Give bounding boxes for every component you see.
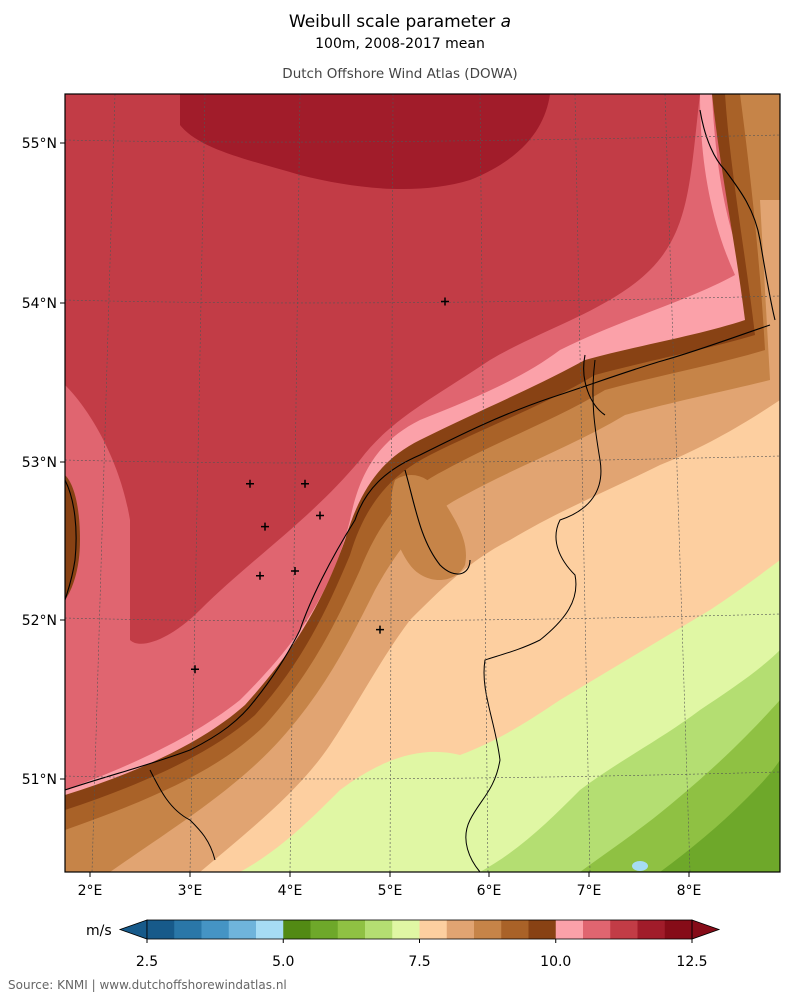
lat-label: 54°N xyxy=(22,296,57,312)
colorbar-segment xyxy=(337,920,366,939)
station-marker xyxy=(316,511,324,520)
colorbar-extend-low xyxy=(118,919,148,940)
colorbar-segment xyxy=(310,920,339,939)
colorbar-segment xyxy=(446,920,475,939)
station-marker xyxy=(256,571,264,580)
colorbar-segment xyxy=(365,920,393,939)
lon-label: 7°E xyxy=(577,883,602,899)
colorbar-segment xyxy=(501,920,529,939)
lon-label: 8°E xyxy=(677,883,702,899)
source-note: Source: KNMI | www.dutchoffshorewindatla… xyxy=(8,978,287,992)
lon-label: 6°E xyxy=(477,883,502,899)
map-title: Weibull scale parameter a xyxy=(288,12,512,32)
colorbar-segment xyxy=(610,920,638,939)
station-marker xyxy=(301,479,309,488)
station-marker xyxy=(261,522,269,531)
coastline xyxy=(65,109,776,791)
colorbar-segment xyxy=(174,920,202,939)
map-frame xyxy=(64,93,781,873)
station-marker xyxy=(376,625,384,634)
longitude-labels: 2°E 3°E 4°E 5°E 6°E 7°E 8°E xyxy=(78,872,702,899)
station-markers xyxy=(191,297,449,674)
station-marker xyxy=(291,566,299,575)
colorbar-segment xyxy=(583,920,611,939)
lat-label: 53°N xyxy=(22,455,57,471)
lat-label: 52°N xyxy=(22,613,57,629)
lat-label: 51°N xyxy=(22,772,57,788)
colorbar-segment xyxy=(419,920,448,939)
station-marker xyxy=(191,665,199,674)
latitude-labels: 55°N 54°N 53°N 52°N 51°N xyxy=(22,136,65,788)
station-marker xyxy=(246,479,254,488)
colorbar-tick-label: 7.5 xyxy=(408,954,430,970)
lon-label: 4°E xyxy=(278,883,303,899)
colorbar-segment xyxy=(201,920,230,939)
colorbar-segment xyxy=(555,920,584,939)
colorbar-tick-label: 12.5 xyxy=(676,954,707,970)
country-border xyxy=(149,359,602,872)
colorbar-segment xyxy=(637,920,666,939)
colorbar-segment xyxy=(474,920,502,939)
colorbar-segment xyxy=(392,920,420,939)
colorbar-segment xyxy=(283,920,311,939)
colorbar-segment xyxy=(147,920,175,939)
colorbar-tick-label: 2.5 xyxy=(136,954,158,970)
colorbar-ticks: 2.5 5.0 7.5 10.0 12.5 xyxy=(136,939,708,970)
colorbar-tick-label: 5.0 xyxy=(272,954,294,970)
map-subtitle: 100m, 2008-2017 mean xyxy=(315,36,485,52)
colorbar-segment xyxy=(256,920,284,939)
map-area xyxy=(65,94,780,872)
lon-label: 5°E xyxy=(378,883,403,899)
land-darkgreen-region xyxy=(660,760,780,872)
atlas-name: Dutch Offshore Wind Atlas (DOWA) xyxy=(282,66,518,82)
lat-label: 55°N xyxy=(22,136,57,152)
sea-high-region xyxy=(65,94,700,644)
graticule xyxy=(65,94,780,872)
colorbar-unit: m/s xyxy=(86,923,112,939)
lon-label: 2°E xyxy=(78,883,103,899)
station-marker xyxy=(441,297,449,306)
colorbar-extend-high xyxy=(691,919,721,940)
colorbar-segment xyxy=(228,920,257,939)
colorbar-tick-label: 10.0 xyxy=(540,954,571,970)
colorbar-segment xyxy=(664,920,693,939)
colorbar xyxy=(118,919,721,940)
lon-label: 3°E xyxy=(178,883,203,899)
ijsselmeer-region xyxy=(390,475,466,580)
lake-small xyxy=(632,861,648,871)
uk-coast-region xyxy=(65,475,80,600)
colorbar-segment xyxy=(528,920,557,939)
